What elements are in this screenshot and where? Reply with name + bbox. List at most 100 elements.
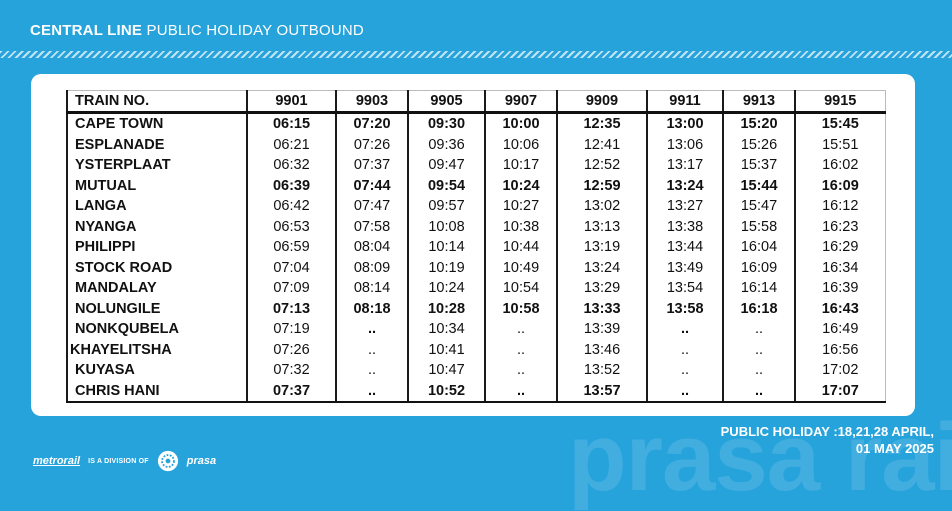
departure-time-cell: 09:36 (407, 134, 485, 155)
departure-time-cell: .. (484, 380, 557, 403)
departure-time-cell: 07:47 (335, 196, 408, 217)
station-row: NYANGA 06:53 07:58 10:08 10:38 13:13 13:38 15:5… (66, 216, 886, 237)
departure-time-cell: 16:43 (794, 298, 886, 319)
station-row: YSTERPLAAT 06:32 07:37 09:47 10:17 12:52 13:17… (66, 155, 886, 176)
train-number-header: 9903 (335, 90, 408, 114)
train-number-header: 9907 (484, 90, 557, 114)
station-row: ESPLANADE 06:21 07:26 09:36 10:06 12:41 13:06 1… (66, 134, 886, 155)
departure-time-cell: 15:58 (722, 216, 795, 237)
departure-time-cell: 16:18 (722, 298, 795, 319)
departure-time-cell: 16:09 (722, 257, 795, 278)
departure-time-cell: 06:39 (246, 175, 336, 196)
departure-time-cell: 15:37 (722, 155, 795, 176)
departure-time-cell: 07:26 (335, 134, 408, 155)
departure-time-cell: 10:14 (407, 237, 485, 258)
departure-time-cell: 16:39 (794, 278, 886, 299)
departure-time-cell: .. (335, 319, 408, 340)
departure-time-cell: .. (335, 380, 408, 403)
departure-time-cell: 12:35 (556, 112, 647, 135)
departure-time-cell: .. (484, 339, 557, 360)
departure-time-cell: 07:09 (246, 278, 336, 299)
departure-time-cell: 13:52 (556, 360, 647, 381)
departure-time-cell: 13:54 (646, 278, 723, 299)
departure-time-cell: 16:49 (794, 319, 886, 340)
departure-time-cell: 09:30 (407, 112, 485, 135)
departure-time-cell: 10:00 (484, 112, 557, 135)
departure-time-cell: 16:14 (722, 278, 795, 299)
holiday-note: PUBLIC HOLIDAY :18,21,28 APRIL, 01 MAY 2… (721, 423, 934, 457)
departure-time-cell: 12:59 (556, 175, 647, 196)
departure-time-cell: 10:06 (484, 134, 557, 155)
departure-time-cell: .. (484, 319, 557, 340)
departure-time-cell: 07:19 (246, 319, 336, 340)
departure-time-cell: 13:49 (646, 257, 723, 278)
departure-time-cell: 10:52 (407, 380, 485, 403)
departure-time-cell: .. (646, 380, 723, 403)
departure-time-cell: 07:44 (335, 175, 408, 196)
departure-time-cell: 16:04 (722, 237, 795, 258)
departure-time-cell: 13:44 (646, 237, 723, 258)
departure-time-cell: .. (335, 360, 408, 381)
division-text: IS A DIVISION OF (88, 457, 149, 465)
departure-time-cell: 07:20 (335, 112, 408, 135)
train-number-header: 9915 (794, 90, 886, 114)
station-row: STOCK ROAD 07:04 08:09 10:19 10:49 13:24 13:49… (66, 257, 886, 278)
departure-time-cell: 13:58 (646, 298, 723, 319)
departure-time-cell: 10:41 (407, 339, 485, 360)
departure-time-cell: .. (646, 339, 723, 360)
station-row: LANGA 06:42 07:47 09:57 10:27 13:02 13:27 15:47… (66, 196, 886, 217)
departure-time-cell: 16:12 (794, 196, 886, 217)
decorative-stripe (0, 51, 952, 58)
departure-time-cell: 09:54 (407, 175, 485, 196)
departure-time-cell: .. (722, 339, 795, 360)
departure-time-cell: .. (722, 319, 795, 340)
departure-time-cell: 09:47 (407, 155, 485, 176)
station-name: NOLUNGILE (66, 298, 247, 319)
departure-time-cell: 10:49 (484, 257, 557, 278)
departure-time-cell: 13:46 (556, 339, 647, 360)
departure-time-cell: 07:04 (246, 257, 336, 278)
train-number-header: 9913 (722, 90, 795, 114)
station-row: MANDALAY 07:09 08:14 10:24 10:54 13:29 13:54 16… (66, 278, 886, 299)
departure-time-cell: 10:47 (407, 360, 485, 381)
line-name: CENTRAL LINE (30, 22, 143, 39)
holiday-dates-line1: PUBLIC HOLIDAY :18,21,28 APRIL, (720, 424, 934, 439)
departure-time-cell: 10:34 (407, 319, 485, 340)
departure-time-cell: 07:58 (335, 216, 408, 237)
train-number-header: 9901 (246, 90, 336, 114)
departure-time-cell: 06:53 (246, 216, 336, 237)
departure-time-cell: 17:07 (794, 380, 886, 403)
departure-time-cell: .. (484, 360, 557, 381)
departure-time-cell: 13:38 (646, 216, 723, 237)
timetable-header-row: TRAIN NO. 9901 9903 9905 9907 9909 9911 9913 99… (66, 90, 886, 114)
station-row: KUYASA 07:32.. 10:47.. 13:52.... 17:02 (66, 360, 886, 381)
departure-time-cell: 10:44 (484, 237, 557, 258)
departure-time-cell: 16:23 (794, 216, 886, 237)
departure-time-cell: 06:32 (246, 155, 336, 176)
departure-time-cell: 08:04 (335, 237, 408, 258)
departure-time-cell: 08:09 (335, 257, 408, 278)
schedule-type: PUBLIC HOLIDAY OUTBOUND (146, 22, 364, 39)
station-row: PHILIPPI 06:59 08:04 10:14 10:44 13:19 13:44 16… (66, 237, 886, 258)
departure-time-cell: 13:00 (646, 112, 723, 135)
station-row: CHRIS HANI 07:37.. 10:52.. 13:57.... 17:07 (66, 380, 886, 403)
departure-time-cell: 15:47 (722, 196, 795, 217)
departure-time-cell: 10:24 (407, 278, 485, 299)
departure-time-cell: 10:27 (484, 196, 557, 217)
departure-time-cell: 17:02 (794, 360, 886, 381)
departure-time-cell: 07:26 (246, 339, 336, 360)
prasa-logo-text: prasa (186, 455, 217, 467)
station-row: MUTUAL 06:39 07:44 09:54 10:24 12:59 13:24 15:4… (66, 175, 886, 196)
departure-time-cell: 15:45 (794, 112, 886, 135)
departure-time-cell: 10:17 (484, 155, 557, 176)
departure-time-cell: .. (335, 339, 408, 360)
departure-time-cell: 15:44 (722, 175, 795, 196)
departure-time-cell: 10:38 (484, 216, 557, 237)
departure-time-cell: 13:13 (556, 216, 647, 237)
station-row: CAPE TOWN 06:15 07:20 09:30 10:00 12:35 13:00 1… (66, 112, 886, 135)
departure-time-cell: 13:24 (646, 175, 723, 196)
station-name: CHRIS HANI (66, 380, 247, 403)
footer-branding: metrorail IS A DIVISION OF prasa (33, 448, 216, 474)
page-title: CENTRAL LINE PUBLIC HOLIDAY OUTBOUND (30, 22, 364, 39)
train-number-header: 9909 (556, 90, 647, 114)
